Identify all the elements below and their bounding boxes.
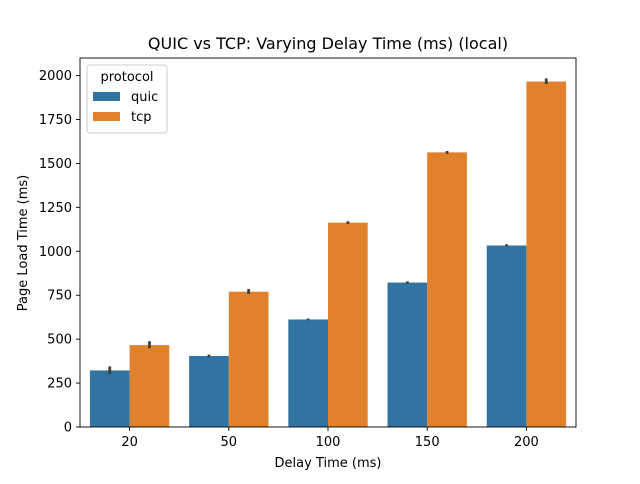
legend-label-tcp: tcp (131, 110, 152, 125)
bar-quic-200 (486, 245, 527, 427)
x-tick-label: 100 (316, 435, 341, 450)
bar-quic-20 (89, 370, 130, 427)
bar-tcp-100 (328, 222, 368, 427)
y-tick-label: 1250 (39, 201, 72, 216)
x-tick-label: 50 (221, 435, 238, 450)
bar-quic-150 (387, 282, 428, 427)
legend-swatch-quic (93, 92, 120, 101)
chart-title: QUIC vs TCP: Varying Delay Time (ms) (lo… (148, 34, 508, 53)
bar-quic-50 (189, 356, 229, 427)
y-tick-label: 0 (64, 421, 72, 436)
x-axis-label: Delay Time (ms) (275, 456, 382, 471)
x-tick-label: 150 (415, 435, 440, 450)
bar-tcp-200 (526, 81, 567, 427)
x-tick-label: 200 (514, 435, 539, 450)
y-tick-label: 1000 (39, 245, 72, 260)
x-tick-label: 20 (121, 435, 138, 450)
bar-tcp-20 (129, 345, 170, 427)
y-tick-label: 1750 (39, 113, 72, 128)
legend-title: protocol (100, 70, 153, 85)
legend: protocol quic tcp (86, 64, 168, 134)
legend-swatch-tcp (93, 112, 120, 121)
y-tick-label: 500 (47, 333, 72, 348)
y-axis-label: Page Load Time (ms) (16, 175, 31, 311)
y-tick-label: 2000 (39, 69, 72, 84)
y-tick-label: 250 (47, 377, 72, 392)
bar-tcp-150 (427, 152, 467, 427)
bar-quic-100 (288, 319, 328, 427)
bar-tcp-50 (228, 291, 269, 427)
legend-label-quic: quic (131, 90, 158, 105)
y-tick-label: 750 (47, 289, 72, 304)
y-tick-label: 1500 (39, 157, 72, 172)
